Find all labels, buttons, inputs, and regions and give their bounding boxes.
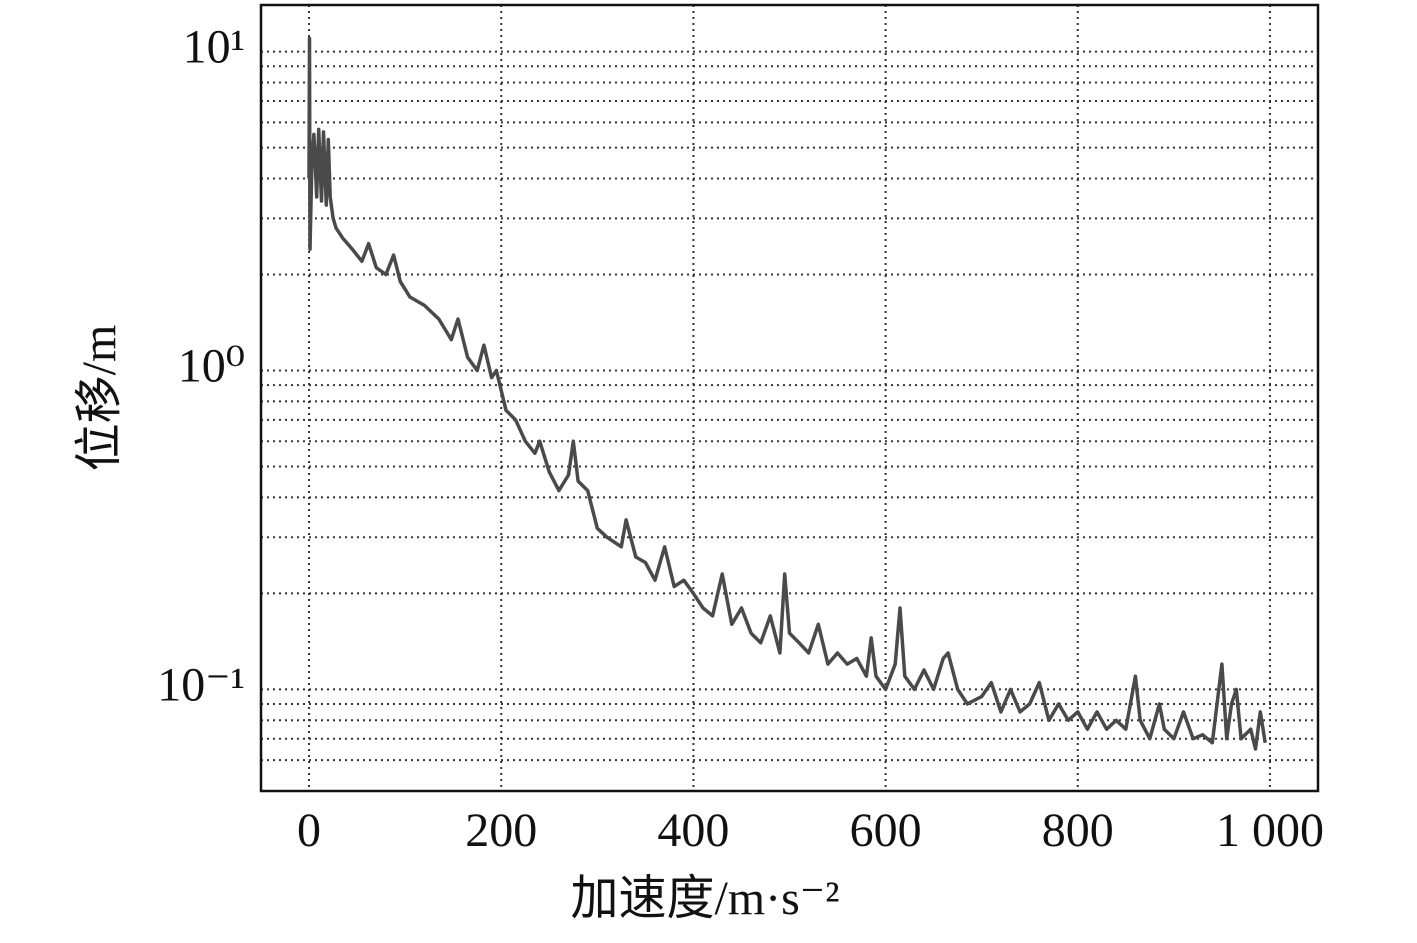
x-tick-label: 0 (297, 804, 321, 857)
x-tick-label: 1 000 (1216, 804, 1324, 857)
y-tick-label: 10⁻¹ (157, 658, 245, 711)
x-tick-label: 200 (465, 804, 537, 857)
y-tick-label: 10¹ (183, 21, 245, 74)
x-axis-label: 加速度/m·s⁻² (570, 872, 839, 925)
x-tick-label: 800 (1042, 804, 1114, 857)
plot-frame (259, 3, 1320, 793)
x-tick-label: 400 (657, 804, 729, 857)
x-tick-label: 600 (850, 804, 922, 857)
y-axis-label: 位移/m (73, 325, 126, 472)
data-line (307, 36, 1267, 751)
y-tick-label: 10⁰ (178, 339, 245, 392)
